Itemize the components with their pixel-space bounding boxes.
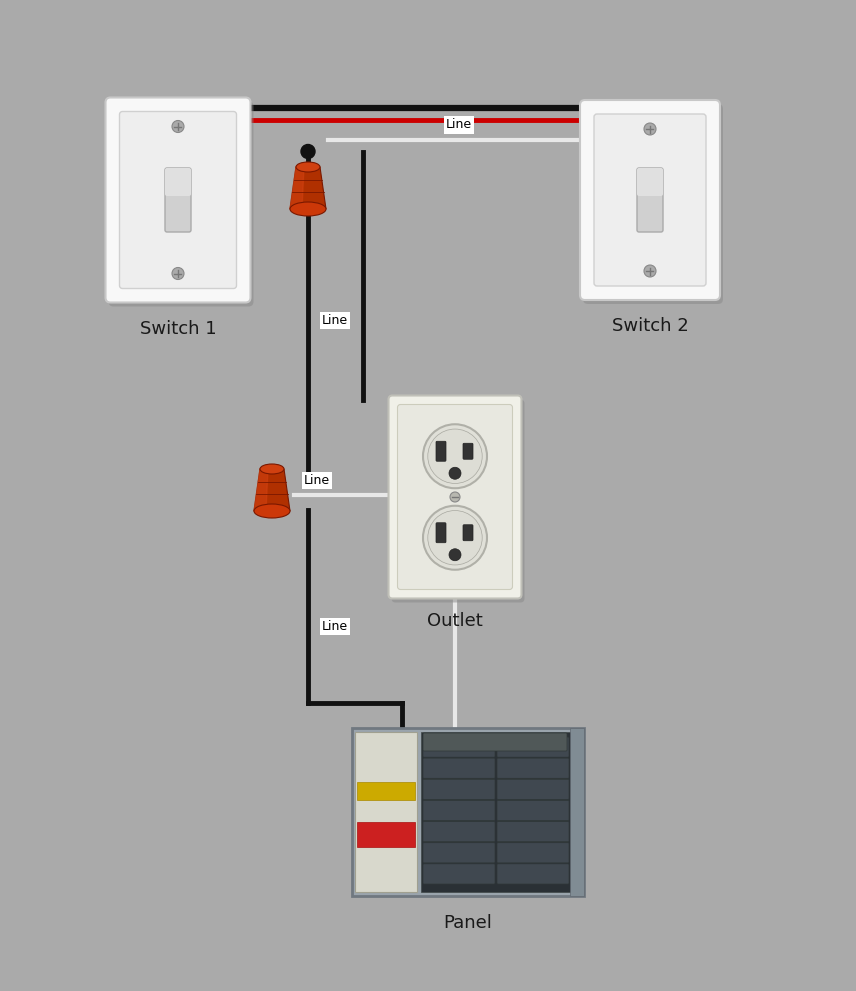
Circle shape <box>301 145 315 159</box>
FancyBboxPatch shape <box>357 822 415 847</box>
Text: Panel: Panel <box>443 914 492 932</box>
FancyBboxPatch shape <box>637 168 663 196</box>
FancyBboxPatch shape <box>497 864 569 884</box>
Circle shape <box>428 429 482 484</box>
FancyBboxPatch shape <box>109 101 253 306</box>
Ellipse shape <box>290 202 326 216</box>
FancyBboxPatch shape <box>436 522 446 543</box>
Ellipse shape <box>254 504 290 518</box>
Polygon shape <box>254 469 290 511</box>
FancyBboxPatch shape <box>389 395 521 599</box>
FancyBboxPatch shape <box>580 100 720 300</box>
FancyBboxPatch shape <box>497 779 569 800</box>
FancyBboxPatch shape <box>355 732 417 892</box>
FancyBboxPatch shape <box>423 779 495 800</box>
FancyBboxPatch shape <box>120 112 236 288</box>
Text: Line: Line <box>446 119 472 132</box>
Circle shape <box>423 505 487 570</box>
FancyBboxPatch shape <box>423 842 495 863</box>
FancyBboxPatch shape <box>436 441 446 461</box>
FancyBboxPatch shape <box>463 525 473 541</box>
Text: Line: Line <box>322 314 348 327</box>
FancyBboxPatch shape <box>583 104 723 304</box>
FancyBboxPatch shape <box>397 404 513 590</box>
FancyBboxPatch shape <box>594 114 706 286</box>
FancyBboxPatch shape <box>463 443 473 459</box>
FancyBboxPatch shape <box>352 728 584 896</box>
FancyBboxPatch shape <box>423 801 495 821</box>
FancyBboxPatch shape <box>497 801 569 821</box>
Circle shape <box>449 549 461 561</box>
Text: Line: Line <box>304 474 330 487</box>
Polygon shape <box>254 469 268 511</box>
Circle shape <box>172 121 184 133</box>
FancyBboxPatch shape <box>421 732 571 892</box>
FancyBboxPatch shape <box>497 822 569 841</box>
FancyBboxPatch shape <box>105 97 251 302</box>
Circle shape <box>449 467 461 480</box>
Circle shape <box>428 510 482 565</box>
FancyBboxPatch shape <box>391 399 525 603</box>
Text: Outlet: Outlet <box>427 612 483 630</box>
FancyBboxPatch shape <box>497 842 569 863</box>
Polygon shape <box>290 167 326 209</box>
Circle shape <box>644 265 656 277</box>
FancyBboxPatch shape <box>637 168 663 232</box>
FancyBboxPatch shape <box>497 758 569 778</box>
Text: Line: Line <box>322 620 348 633</box>
FancyBboxPatch shape <box>497 737 569 757</box>
FancyBboxPatch shape <box>165 168 191 232</box>
Text: Switch 2: Switch 2 <box>612 317 688 335</box>
Polygon shape <box>290 167 304 209</box>
Circle shape <box>172 268 184 279</box>
FancyBboxPatch shape <box>423 864 495 884</box>
Circle shape <box>644 123 656 135</box>
FancyBboxPatch shape <box>423 737 495 757</box>
FancyBboxPatch shape <box>423 733 567 751</box>
FancyBboxPatch shape <box>165 168 191 196</box>
Text: Switch 1: Switch 1 <box>140 319 217 338</box>
FancyBboxPatch shape <box>423 758 495 778</box>
Circle shape <box>423 424 487 489</box>
Ellipse shape <box>296 162 320 172</box>
Circle shape <box>450 492 460 502</box>
FancyBboxPatch shape <box>423 822 495 841</box>
FancyBboxPatch shape <box>357 782 415 800</box>
FancyBboxPatch shape <box>570 728 584 896</box>
Ellipse shape <box>260 464 284 474</box>
